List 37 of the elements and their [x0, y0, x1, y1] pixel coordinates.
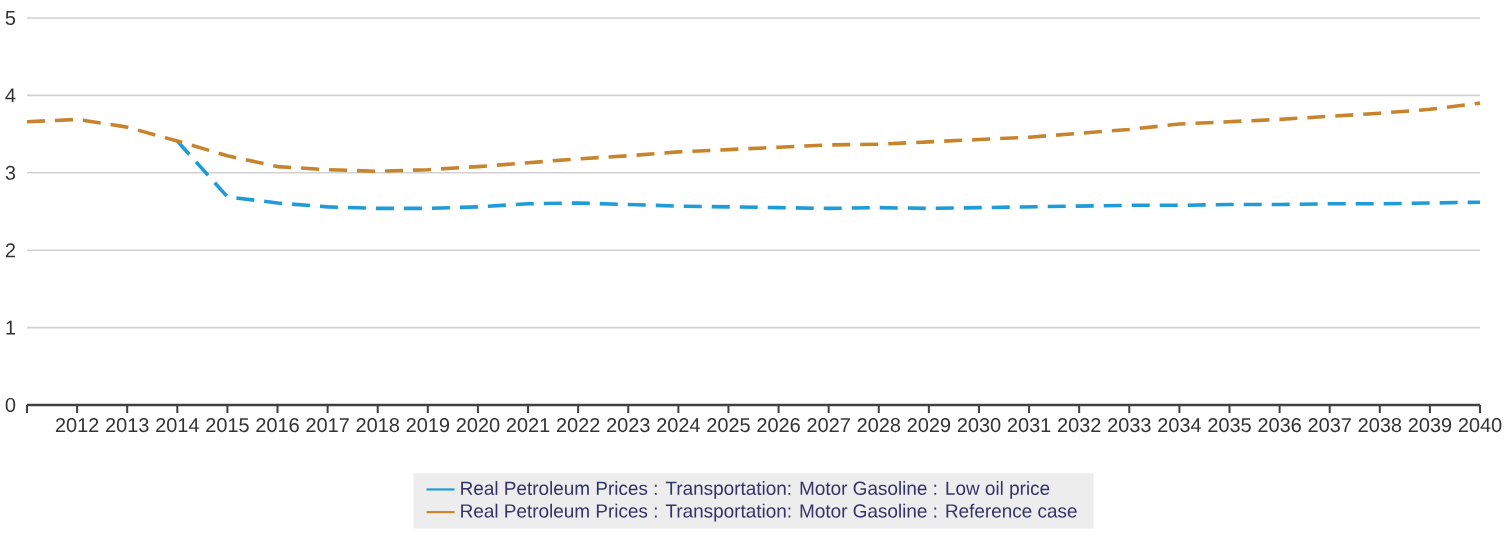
x-tick-label: 2034 — [1158, 418, 1201, 433]
x-tick-label: 2033 — [1108, 418, 1151, 433]
x-tick-label: 2024 — [657, 418, 700, 433]
y-tick-label: 0 — [5, 397, 16, 413]
x-tick-label: 2026 — [757, 418, 800, 433]
x-tick-label: 2023 — [607, 418, 650, 433]
y-tick-label: 2 — [5, 243, 15, 258]
y-tick-label: 3 — [5, 165, 16, 180]
x-tick-label: 2035 — [1208, 418, 1251, 433]
x-tick-label: 2016 — [256, 418, 299, 433]
x-tick-label: 2025 — [707, 418, 750, 433]
y-tick-label: 4 — [5, 88, 16, 103]
x-tick-label: 2018 — [356, 418, 400, 433]
x-tick-label: 2019 — [406, 418, 450, 433]
x-tick-label: 2013 — [106, 418, 149, 433]
x-tick-label: 2017 — [306, 418, 349, 433]
x-tick-label: 2037 — [1308, 418, 1351, 433]
x-tick-label: 2014 — [156, 418, 199, 433]
x-tick-label: 2027 — [807, 418, 850, 433]
x-tick-label: 2039 — [1408, 418, 1452, 433]
x-tick-label: 2012 — [55, 418, 99, 433]
x-tick-label: 2021 — [506, 418, 550, 433]
x-tick-label: 2038 — [1358, 418, 1402, 433]
x-tick-label: 2036 — [1258, 418, 1301, 433]
x-tick-label: 2031 — [1007, 418, 1051, 433]
x-tick-label: 2022 — [556, 418, 600, 433]
x-tick-label: 2029 — [907, 418, 951, 433]
legend-label: Real Petroleum Prices : Transportation: Motor Gasoline : Low oil price — [461, 481, 1050, 499]
y-tick-label: 5 — [5, 11, 16, 25]
x-tick-label: 2020 — [456, 418, 500, 433]
legend-label: Real Petroleum Prices : Transportation: Motor Gasoline : Reference case — [461, 503, 1077, 522]
y-tick-label: 1 — [6, 320, 16, 335]
x-tick-label: 2015 — [206, 418, 249, 433]
x-tick-label: 2040 — [1458, 418, 1502, 433]
x-tick-label: 2032 — [1058, 418, 1101, 433]
x-tick-label: 2030 — [957, 418, 1001, 433]
x-tick-label: 2028 — [857, 418, 901, 433]
